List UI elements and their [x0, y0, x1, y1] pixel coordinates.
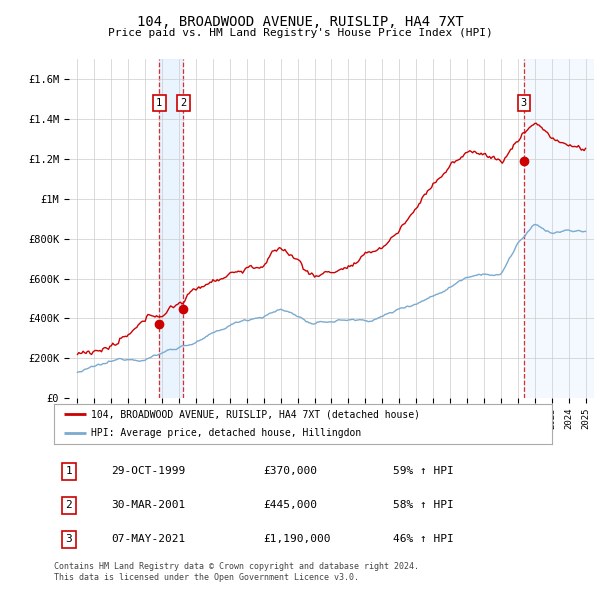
Text: 104, BROADWOOD AVENUE, RUISLIP, HA4 7XT (detached house): 104, BROADWOOD AVENUE, RUISLIP, HA4 7XT …: [91, 409, 421, 419]
Text: 1: 1: [65, 466, 73, 476]
Text: £1,190,000: £1,190,000: [263, 535, 331, 544]
Text: 3: 3: [521, 98, 527, 108]
Text: 104, BROADWOOD AVENUE, RUISLIP, HA4 7XT: 104, BROADWOOD AVENUE, RUISLIP, HA4 7XT: [137, 15, 463, 29]
Text: Contains HM Land Registry data © Crown copyright and database right 2024.: Contains HM Land Registry data © Crown c…: [54, 562, 419, 571]
Text: £445,000: £445,000: [263, 500, 317, 510]
Text: This data is licensed under the Open Government Licence v3.0.: This data is licensed under the Open Gov…: [54, 572, 359, 582]
Text: HPI: Average price, detached house, Hillingdon: HPI: Average price, detached house, Hill…: [91, 428, 362, 438]
Bar: [159, 59, 184, 398]
Text: £370,000: £370,000: [263, 466, 317, 476]
Text: 30-MAR-2001: 30-MAR-2001: [111, 500, 185, 510]
Text: 1: 1: [156, 98, 163, 108]
Text: 46% ↑ HPI: 46% ↑ HPI: [392, 535, 454, 544]
Text: 3: 3: [65, 535, 73, 544]
Text: 29-OCT-1999: 29-OCT-1999: [111, 466, 185, 476]
Text: 07-MAY-2021: 07-MAY-2021: [111, 535, 185, 544]
Text: 2: 2: [65, 500, 73, 510]
Text: 58% ↑ HPI: 58% ↑ HPI: [392, 500, 454, 510]
Text: 59% ↑ HPI: 59% ↑ HPI: [392, 466, 454, 476]
Bar: [524, 59, 594, 398]
Text: Price paid vs. HM Land Registry's House Price Index (HPI): Price paid vs. HM Land Registry's House …: [107, 28, 493, 38]
Text: 2: 2: [180, 98, 187, 108]
